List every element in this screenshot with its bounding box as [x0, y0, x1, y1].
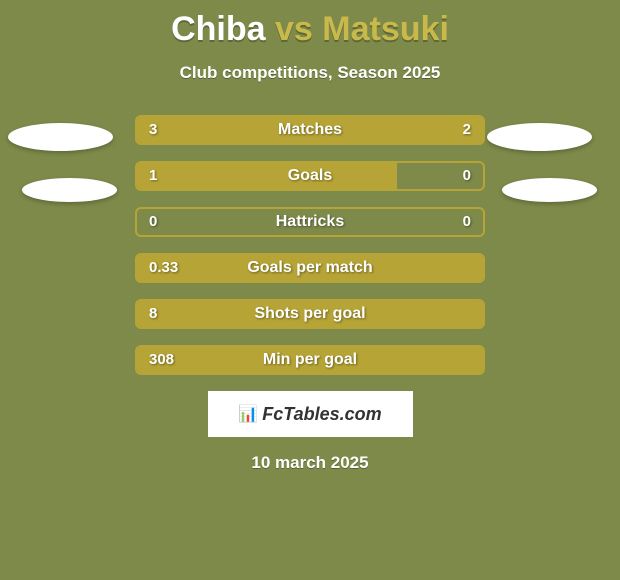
title-right: Matsuki [322, 10, 449, 48]
stat-label: Matches [137, 117, 483, 143]
stat-label: Hattricks [137, 209, 483, 235]
stat-row: 308Min per goal [135, 345, 485, 375]
stat-row: 3Matches2 [135, 115, 485, 145]
decorative-oval [8, 123, 113, 151]
stat-row: 0.33Goals per match [135, 253, 485, 283]
decorative-oval [502, 178, 597, 202]
stat-value-right: 0 [463, 163, 471, 189]
title-left: Chiba [171, 10, 265, 48]
stat-label: Goals per match [137, 255, 483, 281]
date-label: 10 march 2025 [0, 453, 620, 473]
logo-text: FcTables.com [262, 404, 381, 425]
stat-label: Shots per goal [137, 301, 483, 327]
stat-label: Min per goal [137, 347, 483, 373]
page-title: Chiba vs Matsuki [0, 0, 620, 49]
subtitle: Club competitions, Season 2025 [0, 63, 620, 83]
decorative-oval [487, 123, 592, 151]
decorative-oval [22, 178, 117, 202]
stat-row: 1Goals0 [135, 161, 485, 191]
stat-row: 8Shots per goal [135, 299, 485, 329]
site-logo[interactable]: 📊 FcTables.com [208, 391, 413, 437]
stat-label: Goals [137, 163, 483, 189]
title-vs: vs [275, 10, 313, 48]
stat-row: 0Hattricks0 [135, 207, 485, 237]
stat-value-right: 0 [463, 209, 471, 235]
stat-value-right: 2 [463, 117, 471, 143]
stats-comparison: 3Matches21Goals00Hattricks00.33Goals per… [135, 115, 485, 375]
chart-icon: 📊 [238, 404, 256, 424]
